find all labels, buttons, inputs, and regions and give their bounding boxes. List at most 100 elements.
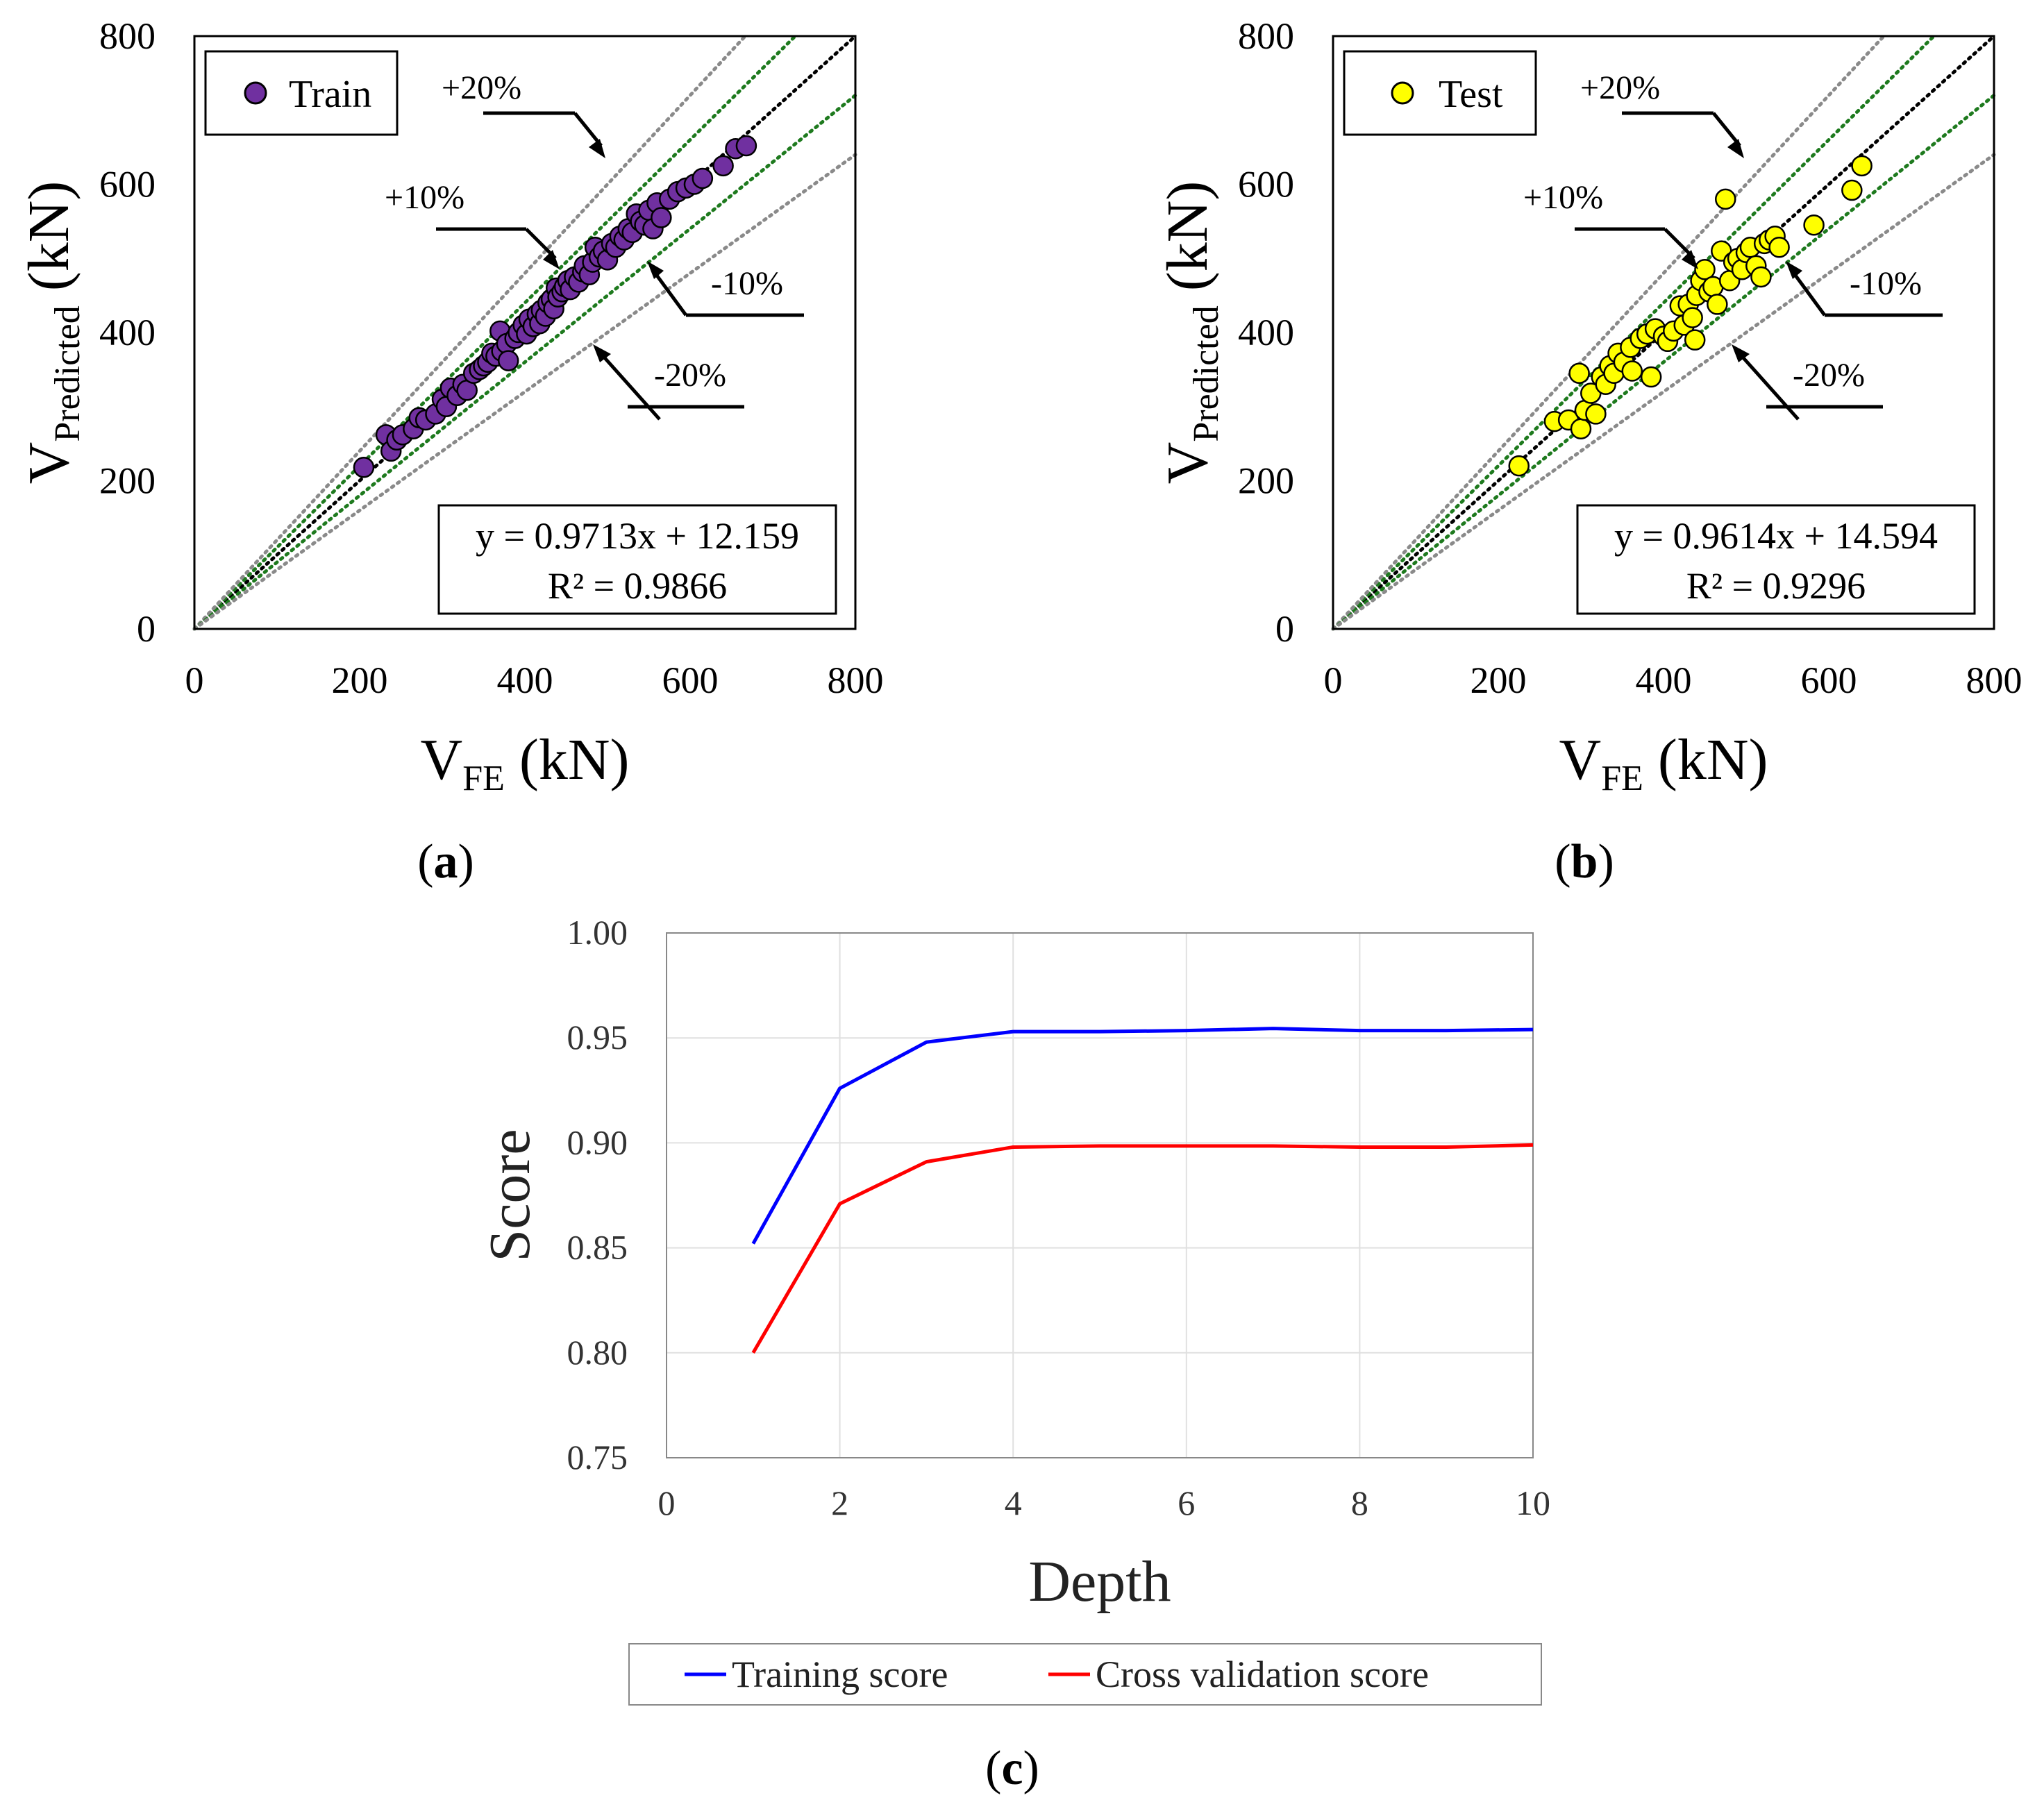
regression-equation: y = 0.9713x + 12.159 (476, 515, 799, 557)
data-point (1803, 214, 1825, 236)
arrowhead (1786, 261, 1802, 279)
data-point (1640, 366, 1662, 388)
r-squared: R² = 0.9296 (1686, 565, 1866, 607)
data-point (1568, 362, 1590, 384)
x-tick-label: 0 (658, 1483, 676, 1522)
x-tick-label: 8 (1351, 1483, 1368, 1522)
series-lines (751, 1027, 1534, 1354)
y-tick-label: 400 (1238, 312, 1294, 353)
x-tick-label: 2 (831, 1483, 848, 1522)
data-point (651, 207, 672, 228)
data-point (1570, 418, 1592, 440)
regression-equation-box: y = 0.9614x + 14.594 R² = 0.9296 (1576, 504, 1976, 615)
x-tick-label: 800 (828, 659, 884, 701)
annotation-minus-10-arrow (653, 272, 688, 317)
panel-label-b: (b) (1555, 835, 1614, 889)
reference-line-minus-10 (192, 93, 857, 631)
annotation-plus-10: +10% (385, 179, 464, 216)
data-point (692, 167, 714, 190)
x-axis-title: VFE (kN) (1559, 727, 1768, 798)
plot-area-frame (193, 35, 857, 630)
annotation-minus-10: -10% (711, 265, 783, 302)
x-tick-label: 400 (1636, 659, 1692, 701)
y-tick-labels: 0 200 400 600 800 (99, 15, 156, 650)
legend-marker (244, 81, 267, 105)
arrowhead (543, 250, 560, 269)
legend-label: Train (289, 73, 371, 116)
arrowhead (589, 139, 605, 158)
y-tick-labels: 1.00 0.95 0.90 0.85 0.80 0.75 (567, 913, 628, 1476)
series-line-training (751, 1027, 1534, 1245)
line-panel-depth-score: 0 2 4 6 8 10 1.00 0.95 0.90 0.85 0.80 0.75 Depth S… (478, 913, 1550, 1795)
y-tick-label: 200 (99, 460, 156, 502)
x-tick-label: 600 (662, 659, 719, 701)
data-point (1682, 307, 1703, 328)
data-point (1750, 266, 1772, 288)
data-point (1621, 360, 1643, 382)
x-tick-label: 400 (497, 659, 553, 701)
data-point (497, 350, 519, 371)
annotation-plus-20: +20% (442, 69, 521, 106)
panel-label-c: (c) (985, 1742, 1039, 1795)
y-axis-title: VPredicted (kN) (17, 181, 87, 485)
data-point (712, 155, 734, 177)
x-axis-title: Depth (1028, 1549, 1171, 1614)
data-points (353, 135, 757, 478)
x-tick-label: 200 (1471, 659, 1527, 701)
y-tick-label: 0.90 (567, 1122, 628, 1161)
data-points (1508, 155, 1873, 477)
x-tick-label: 600 (1801, 659, 1857, 701)
data-point (1694, 259, 1716, 280)
y-tick-label: 400 (99, 312, 156, 353)
scatter-panel-test: 0 200 400 600 800 0 200 400 600 800 Test +20% +1… (1155, 15, 2022, 889)
reference-line-minus-20 (1331, 153, 1996, 631)
legend: Train (204, 50, 399, 136)
x-tick-label: 0 (1324, 659, 1343, 701)
y-tick-label: 0.85 (567, 1228, 628, 1267)
percent-annotations: +20% +10% -10% -20% (1523, 69, 1943, 421)
data-point (1715, 188, 1736, 210)
data-point (1851, 155, 1873, 177)
y-tick-label: 600 (1238, 164, 1294, 205)
x-tick-labels: 0 200 400 600 800 (1324, 659, 2022, 701)
y-tick-label: 0 (137, 608, 156, 650)
x-axis-title: VFE (kN) (421, 727, 630, 798)
x-tick-label: 200 (332, 659, 388, 701)
annotation-minus-20-arrow (1739, 353, 1800, 421)
arrowhead (1732, 344, 1750, 362)
x-tick-label: 0 (185, 659, 204, 701)
reference-line-plus-20 (1331, 34, 1886, 631)
x-tick-label: 10 (1516, 1483, 1550, 1522)
legend: Test (1343, 50, 1537, 136)
y-tick-label: 0 (1275, 608, 1294, 650)
x-tick-label: 4 (1005, 1483, 1022, 1522)
y-tick-label: 0.75 (567, 1438, 628, 1476)
data-point (1585, 403, 1607, 425)
y-tick-labels: 0 200 400 600 800 (1238, 15, 1294, 650)
y-axis-title: Score (478, 1129, 542, 1261)
reference-line-minus-20 (192, 153, 857, 631)
arrowhead (1682, 250, 1698, 269)
arrowhead (593, 344, 611, 362)
y-tick-label: 600 (99, 164, 156, 205)
arrowhead (1727, 139, 1744, 158)
annotation-plus-20: +20% (1580, 69, 1660, 106)
x-tick-labels: 0 200 400 600 800 (185, 659, 884, 701)
r-squared: R² = 0.9866 (548, 565, 727, 607)
data-point (1841, 179, 1863, 201)
equation-box (437, 504, 837, 615)
y-tick-label: 0.95 (567, 1018, 628, 1057)
annotation-plus-10: +10% (1523, 179, 1603, 216)
panel-label-a: (a) (417, 835, 474, 889)
series-line-cross-validation (751, 1143, 1534, 1354)
plot-area-frame (1332, 35, 1995, 630)
legend-box (204, 50, 399, 136)
annotation-minus-10-arrow (1792, 272, 1827, 317)
annotation-minus-20: -20% (1793, 357, 1865, 394)
legend: Training score Cross validation score (628, 1643, 1542, 1706)
data-point (353, 457, 375, 478)
data-point (1707, 294, 1728, 315)
annotation-plus-20-arrow (573, 112, 603, 147)
data-point (1684, 329, 1706, 351)
y-tick-label: 800 (99, 15, 156, 57)
